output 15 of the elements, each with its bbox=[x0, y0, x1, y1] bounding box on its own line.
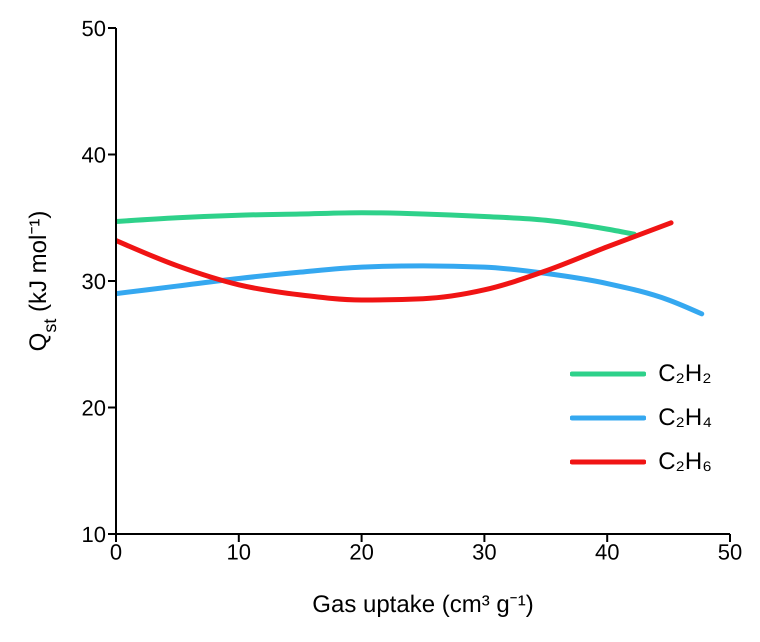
x-tick-label: 50 bbox=[718, 540, 742, 565]
legend-label: C₂H₆ bbox=[658, 448, 712, 476]
y-tick-label: 40 bbox=[82, 142, 106, 168]
legend-label: C₂H₄ bbox=[658, 404, 712, 432]
x-tick-label: 10 bbox=[226, 540, 252, 565]
x-tick-label: 40 bbox=[594, 540, 620, 565]
y-tick-label: 30 bbox=[82, 268, 106, 294]
y-tick-label: 50 bbox=[82, 16, 106, 41]
y-tick-label: 20 bbox=[82, 395, 106, 420]
x-tick-label: 20 bbox=[349, 540, 374, 565]
x-tick-label: 30 bbox=[472, 540, 497, 565]
x-axis-title: Gas uptake (cm³ g⁻¹) bbox=[312, 591, 534, 618]
x-tick-label: 0 bbox=[110, 540, 122, 565]
y-tick-label: 10 bbox=[82, 522, 106, 547]
legend-label: C₂H₂ bbox=[658, 360, 712, 388]
